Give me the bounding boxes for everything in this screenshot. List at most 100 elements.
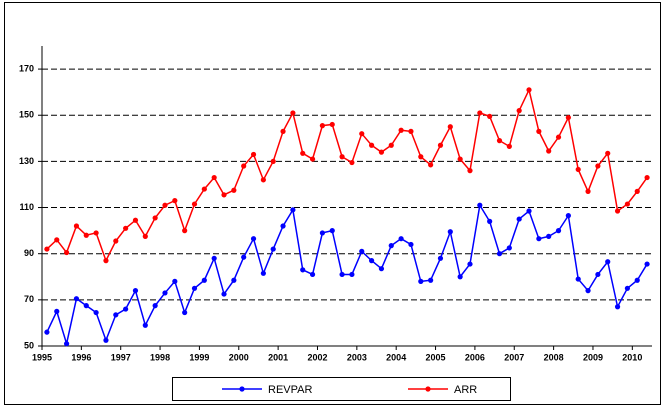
point — [290, 110, 296, 116]
point — [506, 245, 512, 251]
x-tick-label: 1998 — [150, 352, 170, 362]
point — [103, 337, 109, 343]
point — [437, 255, 444, 261]
point — [526, 208, 532, 214]
point — [605, 259, 611, 265]
point — [565, 114, 571, 121]
point — [241, 254, 247, 260]
point — [152, 303, 158, 309]
point — [221, 192, 227, 198]
point — [132, 217, 139, 223]
point — [457, 274, 463, 280]
point — [309, 271, 316, 278]
point — [132, 288, 139, 294]
point — [319, 230, 326, 236]
point — [211, 255, 217, 261]
point — [349, 271, 355, 278]
point — [44, 246, 50, 252]
point — [477, 110, 483, 116]
point — [428, 277, 434, 283]
point — [388, 243, 394, 249]
point — [408, 241, 414, 248]
point — [487, 113, 493, 119]
point — [614, 208, 621, 214]
point — [595, 163, 601, 169]
x-tick-label: 1996 — [71, 352, 91, 362]
point — [93, 230, 99, 236]
x-tick-label: 1995 — [32, 352, 52, 362]
point — [221, 291, 227, 297]
x-tick-label: 2000 — [229, 352, 249, 362]
point — [437, 142, 444, 148]
point — [575, 166, 581, 173]
point — [398, 127, 404, 133]
point — [152, 215, 158, 221]
point — [467, 168, 473, 174]
y-tick-label: 130 — [19, 156, 34, 166]
point — [575, 276, 581, 282]
point — [93, 309, 99, 316]
point — [162, 202, 168, 208]
point — [162, 290, 168, 296]
x-tick-label: 2006 — [465, 352, 485, 362]
legend-marker — [425, 386, 431, 392]
point — [290, 207, 296, 213]
point — [644, 174, 650, 181]
point — [447, 124, 453, 130]
point — [418, 154, 424, 160]
point — [270, 158, 276, 164]
point — [73, 223, 80, 229]
point — [536, 236, 542, 242]
point — [201, 186, 207, 192]
point — [250, 236, 257, 242]
point — [605, 150, 611, 156]
point — [172, 198, 178, 204]
point — [487, 218, 493, 224]
point — [368, 142, 375, 148]
point — [555, 134, 562, 140]
point — [546, 233, 552, 239]
y-tick-label: 150 — [19, 110, 34, 120]
point — [418, 278, 424, 284]
point — [516, 216, 522, 222]
point — [54, 308, 60, 314]
point — [172, 278, 178, 284]
point — [496, 138, 503, 144]
point — [201, 277, 207, 283]
point — [83, 232, 89, 238]
point — [477, 202, 483, 208]
point — [113, 312, 119, 318]
x-tick-label: 2003 — [347, 352, 367, 362]
x-tick-label: 2005 — [426, 352, 446, 362]
series-line — [46, 87, 648, 263]
point — [339, 271, 345, 278]
point — [73, 296, 80, 302]
point — [516, 108, 522, 114]
point — [339, 154, 345, 160]
x-tick-label: 2002 — [307, 352, 327, 362]
point — [634, 277, 640, 283]
point — [428, 162, 434, 168]
point — [506, 143, 512, 149]
point — [555, 228, 562, 234]
point — [260, 177, 266, 183]
point — [241, 163, 247, 169]
point — [378, 266, 385, 272]
point — [142, 322, 148, 328]
chart-frame — [4, 2, 661, 405]
point — [309, 156, 316, 162]
point — [644, 261, 650, 267]
point — [359, 131, 365, 137]
point — [408, 128, 414, 134]
point — [447, 229, 453, 235]
point — [231, 187, 237, 193]
y-tick-label: 50 — [24, 340, 34, 350]
x-tick-label: 2009 — [583, 352, 603, 362]
x-tick-label: 2001 — [268, 352, 288, 362]
point — [260, 270, 266, 276]
y-tick-label: 170 — [19, 63, 34, 73]
point — [123, 306, 129, 312]
point — [319, 123, 326, 129]
